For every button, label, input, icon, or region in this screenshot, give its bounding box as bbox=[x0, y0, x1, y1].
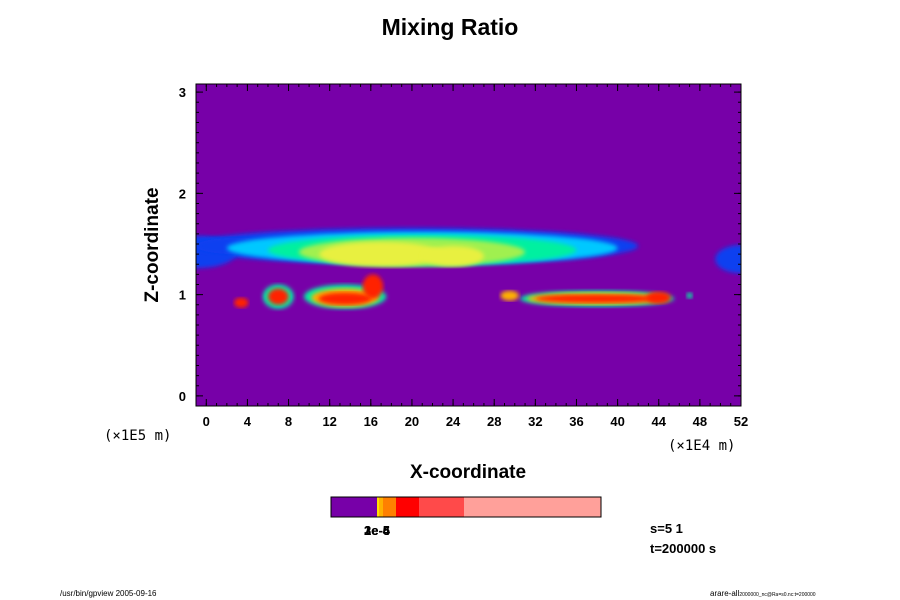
x-axis-title: X-coordinate bbox=[410, 462, 526, 483]
x-scale-note: (×1E4 m) bbox=[668, 438, 735, 454]
colorbar-labels: 1e-62e-53e-4 bbox=[364, 523, 391, 538]
colorbar-label: 2e-5 bbox=[364, 523, 390, 538]
footer-right-main: arare-all bbox=[710, 589, 740, 598]
s-value: s=5 1 bbox=[650, 521, 683, 536]
x-tick-label: 32 bbox=[528, 414, 542, 429]
colorbar-segment bbox=[379, 497, 383, 517]
colorbar-label: 1e-6 bbox=[364, 523, 390, 538]
lower-band-red-blob bbox=[362, 274, 384, 299]
x-tick-label: 20 bbox=[405, 414, 419, 429]
x-tick-label: 16 bbox=[364, 414, 378, 429]
lower-band-red-left bbox=[318, 292, 372, 305]
colorbar-segment bbox=[383, 497, 396, 517]
cloud-core-yellow-2 bbox=[422, 246, 484, 267]
lower-blob-orange-small bbox=[500, 290, 519, 301]
x-tick-label: 48 bbox=[693, 414, 707, 429]
colorbar-segment bbox=[377, 497, 379, 517]
x-tick-label: 12 bbox=[322, 414, 336, 429]
cloud-core-yellow bbox=[319, 241, 443, 267]
lower-blob-small-red bbox=[234, 297, 249, 308]
x-tick-label: 0 bbox=[203, 414, 210, 429]
x-tick-label: 24 bbox=[446, 414, 461, 429]
x-tick-label: 4 bbox=[244, 414, 252, 429]
colorbar-segment bbox=[396, 497, 419, 517]
colorbar-segment bbox=[419, 497, 464, 517]
x-tick-label: 52 bbox=[734, 414, 748, 429]
lower-band-red-right bbox=[535, 294, 659, 303]
mixing-ratio-field bbox=[196, 227, 741, 309]
x-tick-label: 36 bbox=[569, 414, 583, 429]
x-tick-label: 8 bbox=[285, 414, 292, 429]
plot-frame bbox=[195, 83, 742, 407]
t-value: t=200000 s bbox=[650, 541, 717, 556]
y-scale-note: (×1E5 m) bbox=[104, 428, 171, 444]
lower-band-red-tip bbox=[646, 291, 672, 304]
colorbar-segment bbox=[464, 497, 601, 517]
cloud-edge-right bbox=[715, 245, 741, 274]
y-tick-label: 2 bbox=[179, 186, 186, 201]
chart-title: Mixing Ratio bbox=[381, 14, 519, 40]
y-tick-label: 3 bbox=[179, 85, 186, 100]
colorbar-segment bbox=[331, 497, 377, 517]
x-tick-label: 44 bbox=[652, 414, 667, 429]
footer-right-sub: 2000000_nc@Ra=s0.nc:t=200000 bbox=[739, 592, 816, 598]
colorbar-label: 3e-4 bbox=[364, 523, 391, 538]
lower-dot-green bbox=[686, 292, 693, 299]
x-tick-label: 40 bbox=[610, 414, 624, 429]
x-axis-ticks: 0 4 8 12 16 20 24 28 32 36 40 44 48 52 bbox=[195, 84, 748, 429]
y-axis-ticks: 0 1 2 3 bbox=[179, 85, 741, 404]
colorbar bbox=[330, 496, 602, 518]
y-tick-label: 1 bbox=[179, 288, 186, 303]
footer-left: /usr/bin/gpview 2005-09-16 bbox=[60, 589, 157, 598]
lower-blob-red bbox=[267, 288, 289, 305]
y-axis-title: Z-coordinate bbox=[142, 187, 163, 302]
footer-right: arare-all2000000_nc@Ra=s0.nc:t=200000 bbox=[710, 589, 816, 598]
y-tick-label: 0 bbox=[179, 389, 186, 404]
colorbar-frame bbox=[330, 496, 602, 518]
x-tick-label: 28 bbox=[487, 414, 501, 429]
